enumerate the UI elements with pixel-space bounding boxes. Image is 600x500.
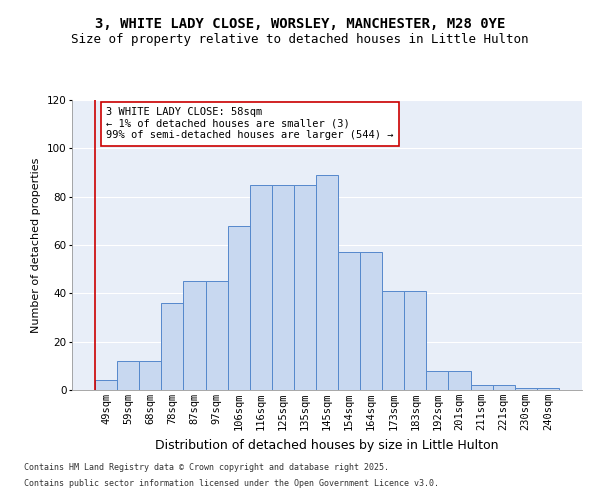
- Bar: [272, 184, 294, 390]
- Bar: [470, 385, 493, 390]
- Bar: [294, 184, 316, 390]
- Y-axis label: Number of detached properties: Number of detached properties: [31, 158, 41, 332]
- Bar: [206, 281, 227, 390]
- Bar: [250, 184, 272, 390]
- Bar: [95, 380, 117, 390]
- Text: 3 WHITE LADY CLOSE: 58sqm
← 1% of detached houses are smaller (3)
99% of semi-de: 3 WHITE LADY CLOSE: 58sqm ← 1% of detach…: [106, 108, 394, 140]
- Text: Size of property relative to detached houses in Little Hulton: Size of property relative to detached ho…: [71, 32, 529, 46]
- Bar: [139, 361, 161, 390]
- Bar: [382, 291, 404, 390]
- Bar: [427, 370, 448, 390]
- Bar: [316, 175, 338, 390]
- Bar: [448, 370, 470, 390]
- Bar: [227, 226, 250, 390]
- Bar: [161, 303, 184, 390]
- Text: 3, WHITE LADY CLOSE, WORSLEY, MANCHESTER, M28 0YE: 3, WHITE LADY CLOSE, WORSLEY, MANCHESTER…: [95, 18, 505, 32]
- Bar: [515, 388, 537, 390]
- Text: Contains HM Land Registry data © Crown copyright and database right 2025.: Contains HM Land Registry data © Crown c…: [24, 464, 389, 472]
- Text: Contains public sector information licensed under the Open Government Licence v3: Contains public sector information licen…: [24, 478, 439, 488]
- Bar: [338, 252, 360, 390]
- Bar: [360, 252, 382, 390]
- Bar: [117, 361, 139, 390]
- Bar: [184, 281, 206, 390]
- Bar: [537, 388, 559, 390]
- Bar: [404, 291, 427, 390]
- Bar: [493, 385, 515, 390]
- X-axis label: Distribution of detached houses by size in Little Hulton: Distribution of detached houses by size …: [155, 438, 499, 452]
